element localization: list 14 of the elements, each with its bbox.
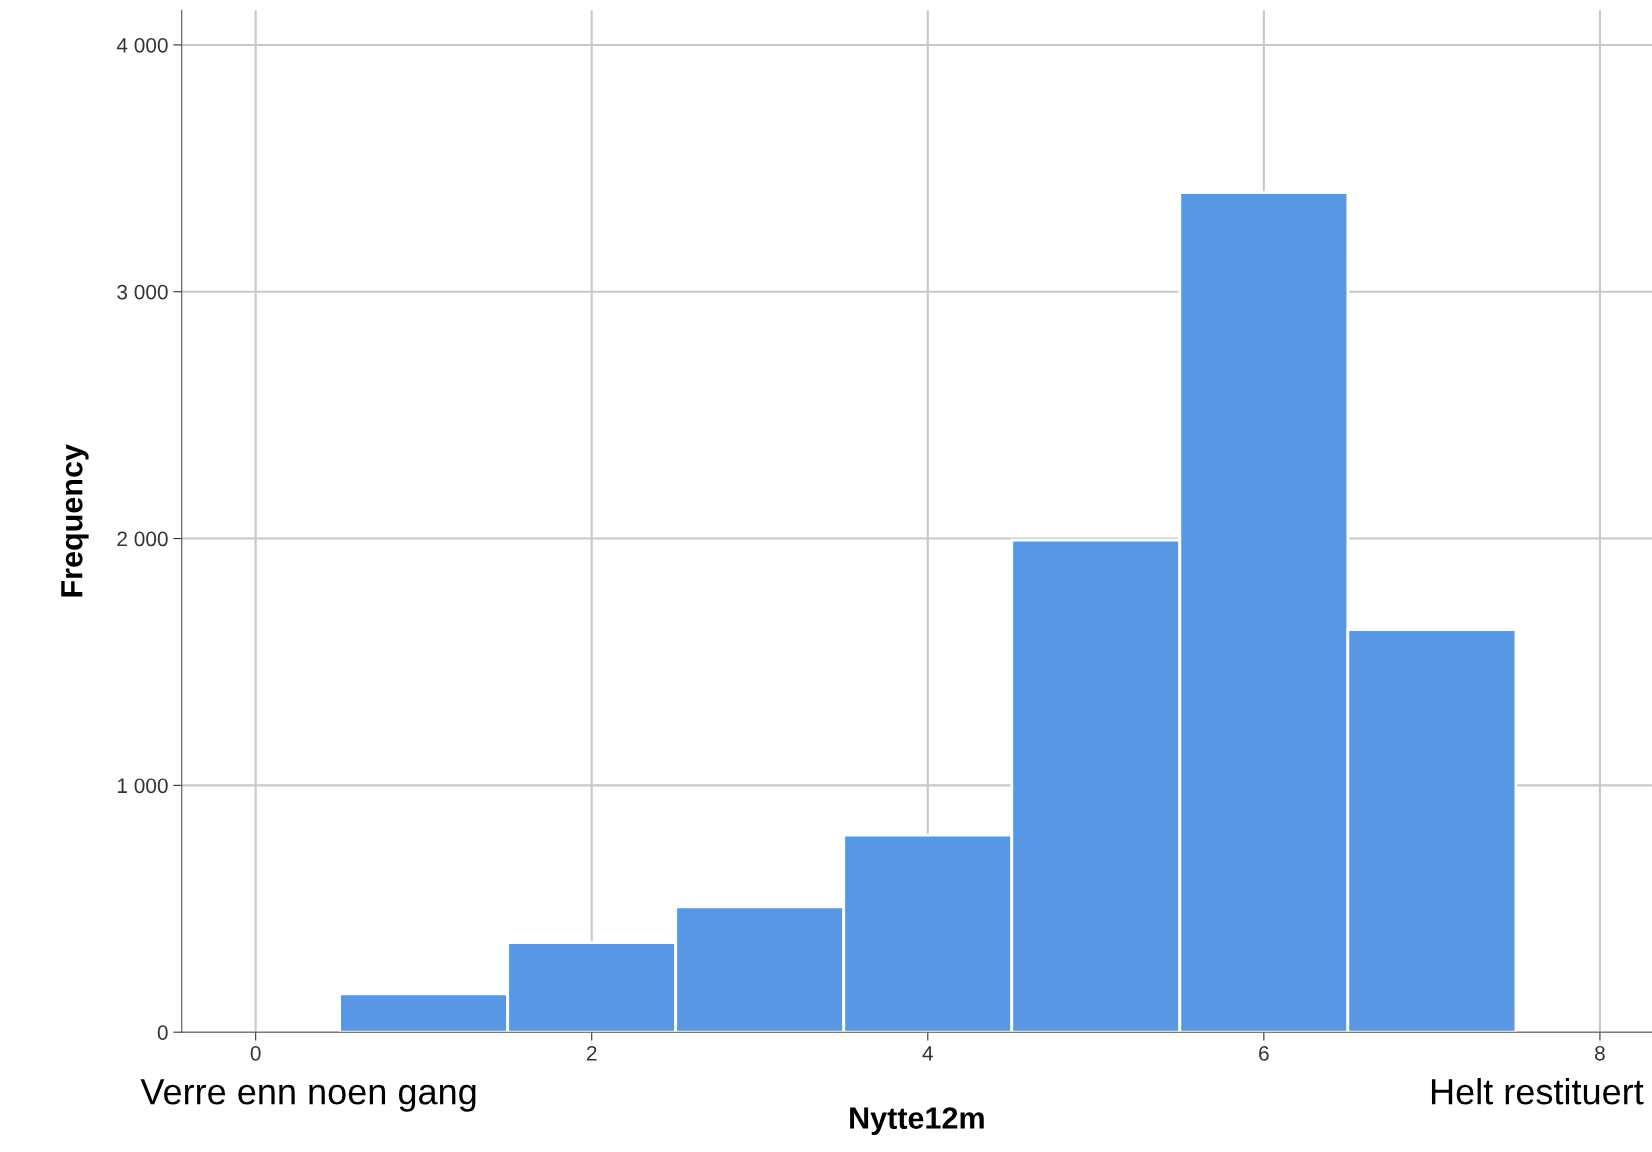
y-tick-label: 0 [157,1025,168,1040]
y-tick-label: 2 000 [117,531,168,547]
text: Helt restituert [1431,1078,1644,1105]
x-tick-label: 4 [922,1046,933,1061]
x-tick-label: 0 [250,1045,261,1061]
x-axis-title: Nytte12m [850,1107,984,1135]
y-tick-label: 1 000 [117,778,168,794]
x-tick-label: 2 [586,1045,597,1061]
y-tick-label: 3 000 [117,284,168,300]
y-tick-label: 4 000 [116,37,168,53]
x-tick-label: 8 [1595,1045,1605,1061]
text: Verre enn noen gang [140,1079,476,1112]
y-axis-title: Frequency [61,444,89,597]
x-tick-label: 6 [1259,1045,1269,1061]
